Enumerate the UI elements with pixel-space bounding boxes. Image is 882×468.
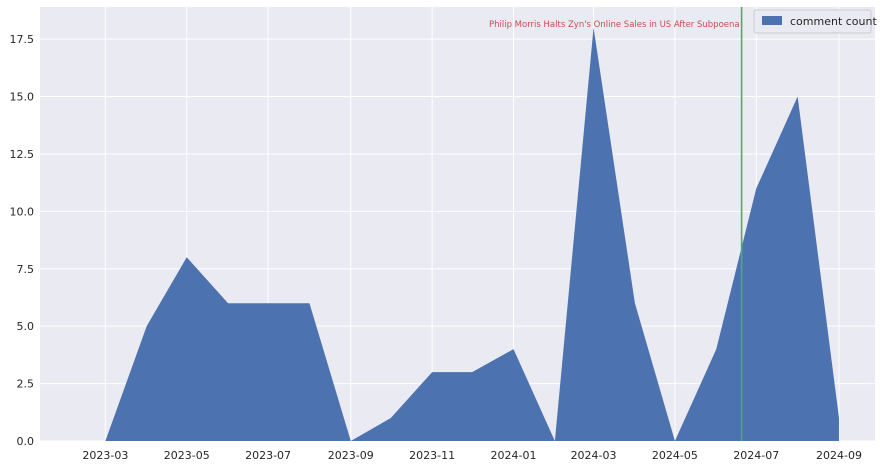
y-tick-label: 7.5 (17, 263, 35, 276)
x-tick-label: 2023-09 (328, 449, 374, 462)
x-tick-label: 2023-03 (82, 449, 128, 462)
x-tick-labels: 2023-03 2023-05 2023-07 2023-09 2023-11 2024-… (82, 449, 862, 462)
x-tick-label: 2024-03 (571, 449, 617, 462)
legend: comment count (753, 9, 877, 34)
y-tick-label: 0.0 (17, 435, 35, 448)
legend-box (753, 9, 872, 34)
x-tick-label: 2023-07 (245, 449, 291, 462)
y-tick-label: 2.5 (17, 378, 35, 391)
y-tick-label: 15.0 (10, 91, 35, 104)
x-tick-label: 2024-07 (733, 449, 779, 462)
comment-count-area (105, 27, 839, 442)
y-tick-labels: 0.0 2.5 5.0 7.5 10.0 12.5 15.0 17.5 (10, 33, 35, 448)
x-tick-label: 2024-09 (816, 449, 862, 462)
y-tick-label: 10.0 (10, 205, 35, 218)
legend-swatch (762, 16, 782, 25)
y-tick-label: 5.0 (17, 320, 35, 333)
event-annotation: Philip Morris Halts Zyn's Online Sales i… (489, 20, 740, 30)
x-tick-label: 2024-05 (652, 449, 698, 462)
x-tick-label: 2023-11 (409, 449, 455, 462)
x-tick-label: 2024-01 (491, 449, 537, 462)
y-tick-label: 12.5 (10, 148, 35, 161)
legend-label: comment count (790, 15, 877, 28)
x-tick-label: 2023-05 (164, 449, 210, 462)
y-tick-label: 17.5 (10, 33, 35, 46)
